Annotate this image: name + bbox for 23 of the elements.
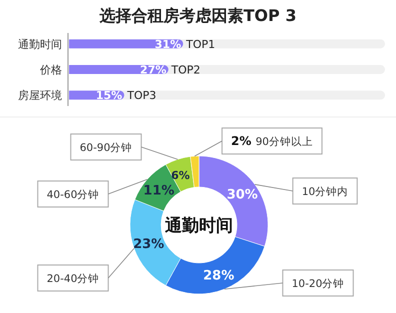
data-label: 31% xyxy=(154,38,182,51)
annotation: TOP1 xyxy=(185,38,216,51)
annotation: TOP3 xyxy=(126,89,156,102)
data-label: 11% xyxy=(143,184,174,199)
slice-label: 90分钟以上 xyxy=(256,135,313,148)
annotation: TOP2 xyxy=(170,64,200,76)
slice-label: 60-90分钟 xyxy=(80,142,132,154)
data-label: 28% xyxy=(203,268,234,284)
data-label: 2% xyxy=(231,134,256,148)
data-label: 15% xyxy=(96,89,122,102)
data-label: 30% xyxy=(226,188,258,203)
chart-title: 选择合租房考虑因素TOP 3 xyxy=(98,6,296,25)
slice-label: 10-20分钟 xyxy=(292,278,344,290)
data-label: 6% xyxy=(171,169,190,182)
data-label: 27% xyxy=(140,64,166,76)
slice-label: 10分钟内 xyxy=(302,185,348,198)
y-tick-label: 房屋环境 xyxy=(18,89,62,102)
slice-label: 40-60分钟 xyxy=(46,189,100,201)
y-tick-label: 通勤时间 xyxy=(18,38,62,51)
y-tick-label: 价格 xyxy=(39,64,62,76)
data-label: 23% xyxy=(133,237,164,252)
slice-label: 20-40分钟 xyxy=(46,273,100,285)
text: 通勤时间 xyxy=(164,216,233,236)
